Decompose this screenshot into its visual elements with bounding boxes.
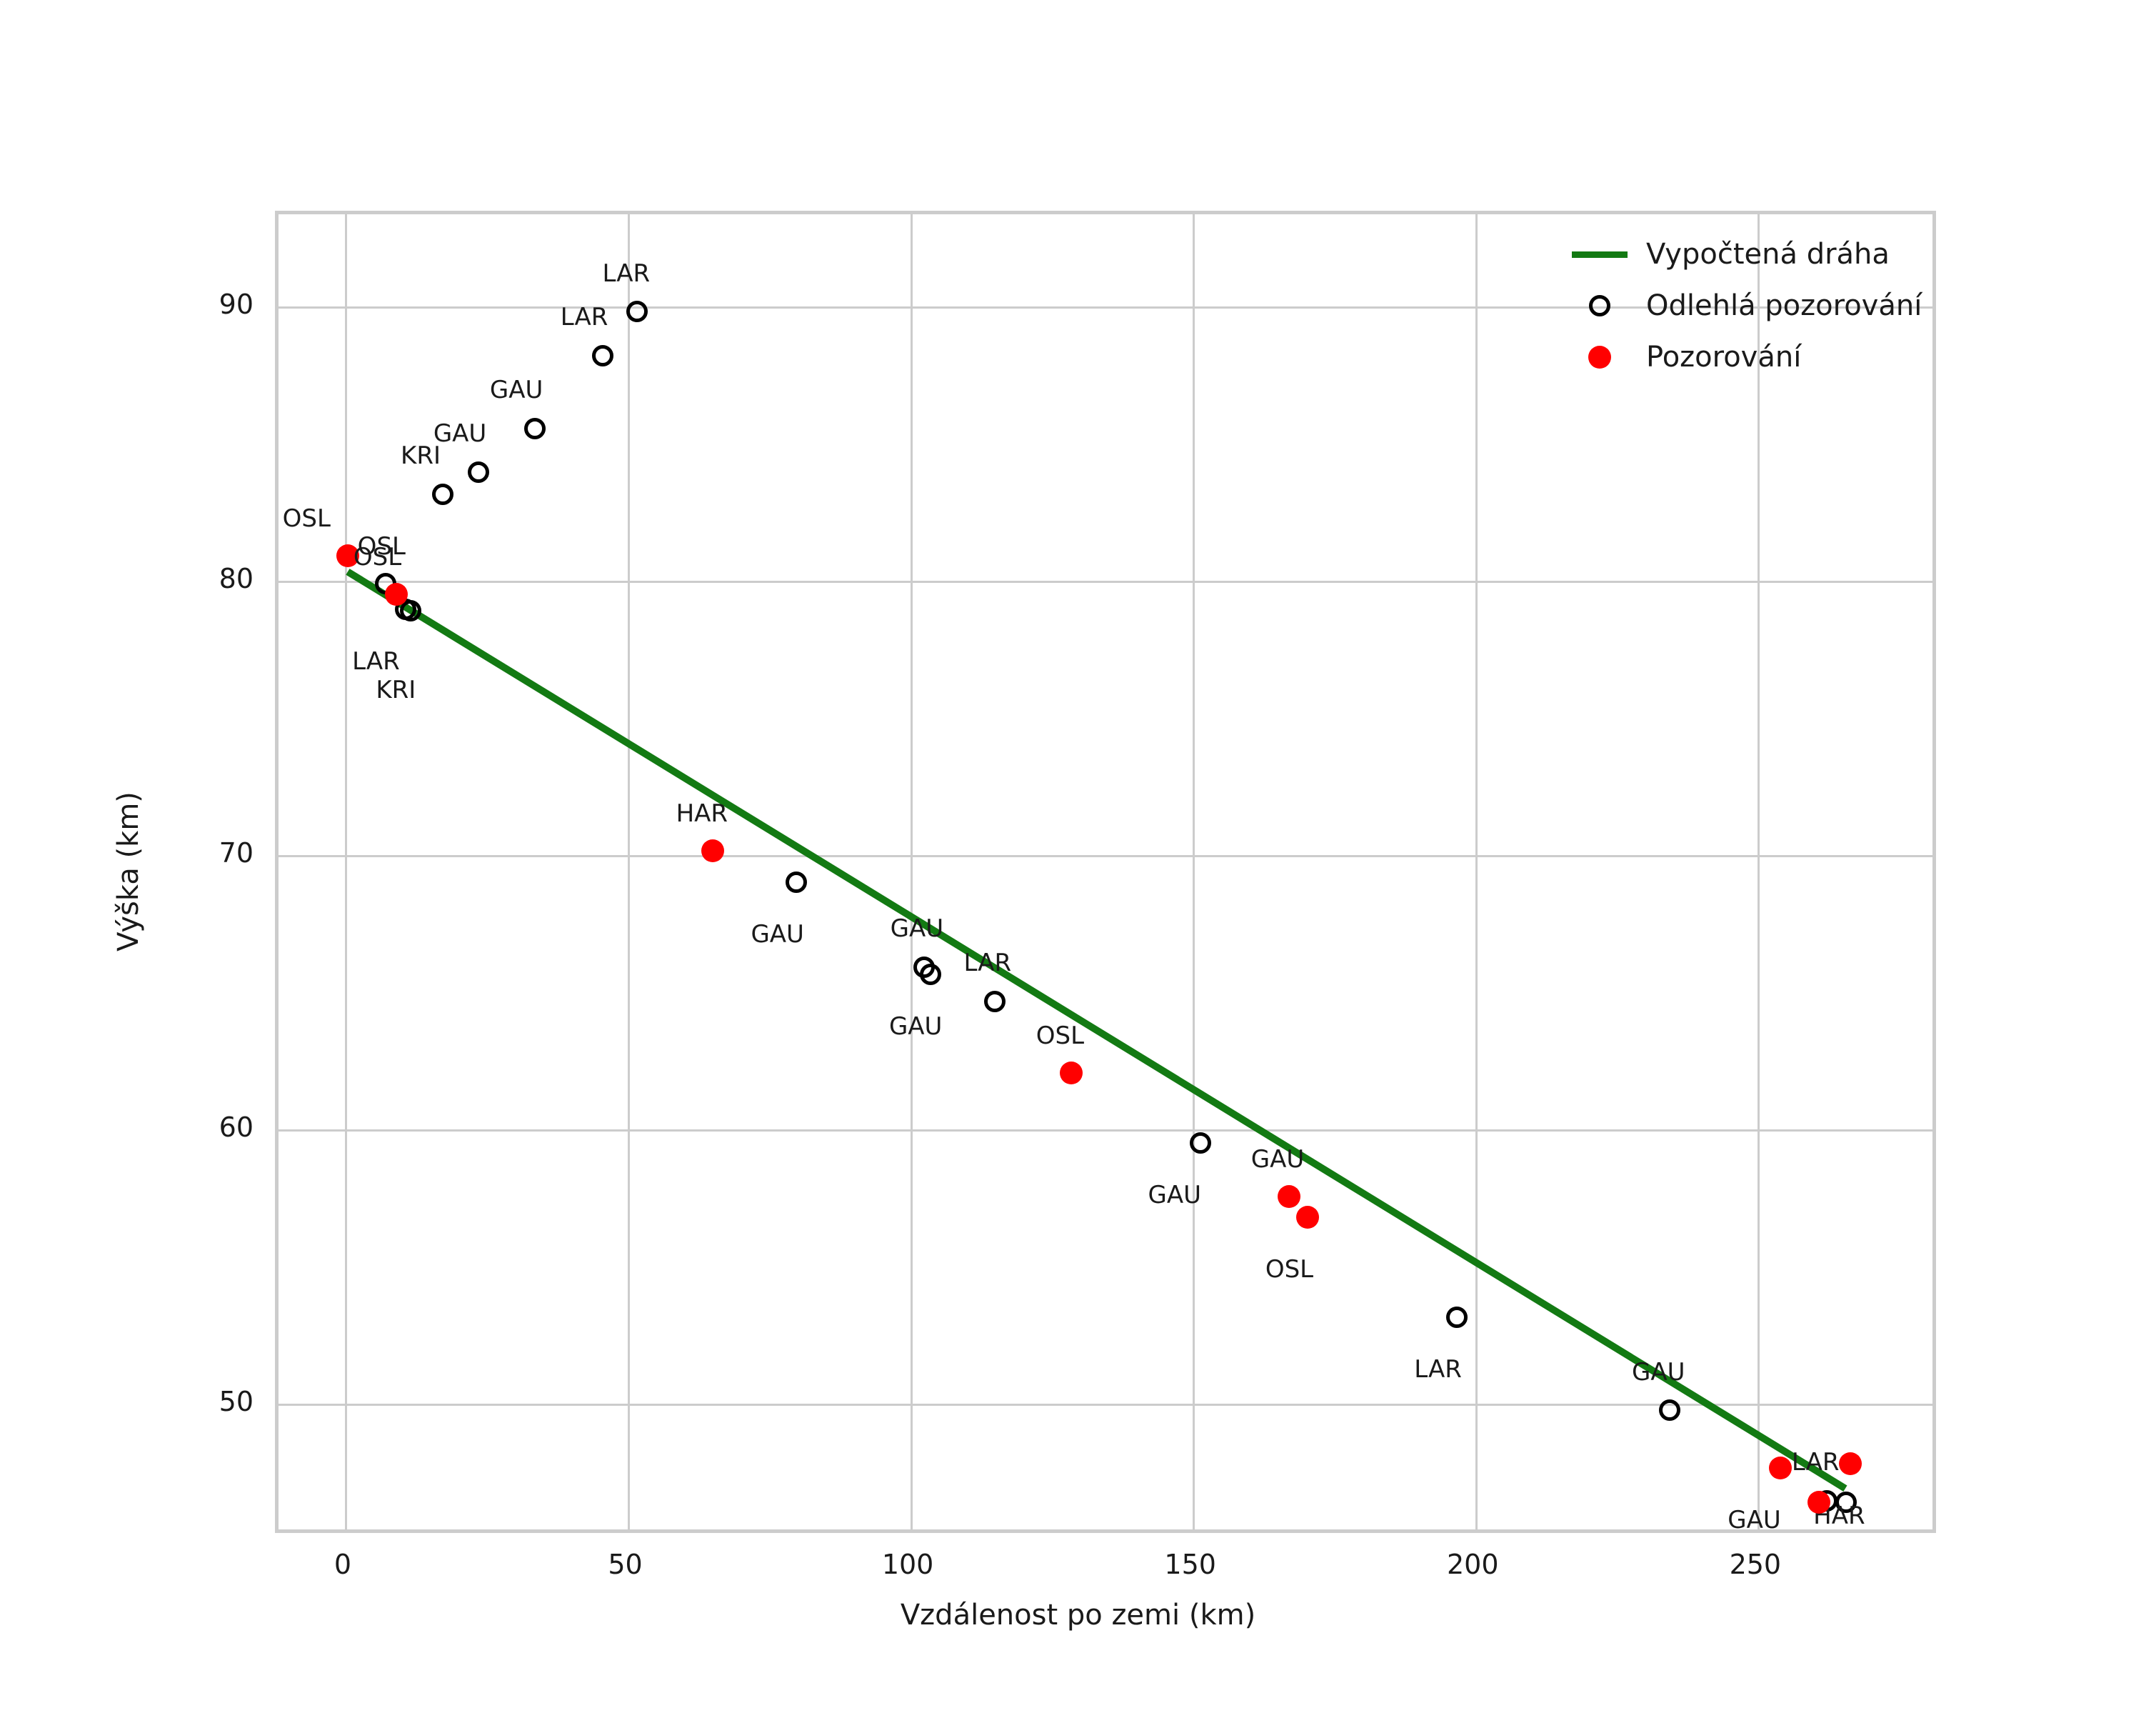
data-point-label: KRI xyxy=(376,676,416,705)
data-point-label: LAR xyxy=(963,949,1012,978)
data-point-label: LAR xyxy=(1791,1448,1840,1477)
legend-line-icon xyxy=(1553,251,1646,258)
legend-label-observations: Pozorování xyxy=(1646,341,1802,374)
gridline-vertical xyxy=(1193,214,1195,1529)
data-point-label: OSL xyxy=(1265,1254,1314,1284)
data-point-outlier[interactable] xyxy=(1835,1491,1857,1513)
data-point-label: GAU xyxy=(1250,1144,1305,1174)
gridline-horizontal xyxy=(279,306,1932,309)
data-point-label: GAU xyxy=(751,920,804,949)
gridline-vertical xyxy=(1475,214,1478,1529)
legend-label-trajectory: Vypočtená dráha xyxy=(1646,238,1890,271)
gridline-horizontal xyxy=(279,855,1932,858)
data-point-outlier[interactable] xyxy=(400,599,422,621)
data-point-label: KRI xyxy=(401,441,441,470)
legend-label-outliers: Odlehlá pozorování xyxy=(1646,289,1922,322)
gridline-vertical xyxy=(1758,214,1760,1529)
data-point-outlier[interactable] xyxy=(592,344,614,366)
data-point-observation[interactable] xyxy=(1277,1184,1300,1208)
data-point-observation[interactable] xyxy=(701,839,725,862)
data-point-observation[interactable] xyxy=(1807,1490,1830,1514)
data-point-label: LAR xyxy=(352,646,400,676)
x-tick-label: 150 xyxy=(1164,1549,1216,1580)
data-point-observation[interactable] xyxy=(1838,1452,1862,1476)
data-point-outlier[interactable] xyxy=(1190,1132,1212,1154)
x-axis-label: Vzdálenost po zemi (km) xyxy=(900,1599,1256,1632)
gridline-horizontal xyxy=(279,581,1932,584)
legend-item-outliers[interactable]: Odlehlá pozorování xyxy=(1553,280,1925,331)
data-point-label: HAR xyxy=(676,799,728,829)
legend-item-trajectory[interactable]: Vypočtená dráha xyxy=(1553,229,1925,280)
gridline-vertical xyxy=(345,214,348,1529)
data-point-label: LAR xyxy=(1414,1354,1462,1384)
gridline-horizontal xyxy=(279,1404,1932,1407)
data-point-outlier[interactable] xyxy=(984,991,1006,1013)
trajectory-line xyxy=(346,569,1847,1492)
data-point-label: GAU xyxy=(1728,1505,1781,1529)
y-tick-label: 60 xyxy=(219,1111,254,1143)
x-tick-label: 200 xyxy=(1446,1549,1499,1580)
data-point-label: GAU xyxy=(1631,1357,1685,1387)
data-point-outlier[interactable] xyxy=(524,417,546,439)
data-point-label: OSL xyxy=(1036,1022,1085,1051)
x-tick-label: 100 xyxy=(881,1549,934,1580)
data-point-observation[interactable] xyxy=(1296,1205,1320,1229)
data-point-outlier[interactable] xyxy=(1445,1306,1468,1328)
x-tick-label: 50 xyxy=(608,1549,643,1580)
data-point-outlier[interactable] xyxy=(626,301,648,323)
data-point-observation[interactable] xyxy=(384,582,408,606)
data-point-label: OSL xyxy=(357,531,406,561)
legend-item-observations[interactable]: Pozorování xyxy=(1553,331,1925,383)
data-point-label: GAU xyxy=(489,375,543,404)
y-tick-label: 80 xyxy=(219,562,254,594)
data-point-label: GAU xyxy=(1148,1180,1202,1209)
data-point-outlier[interactable] xyxy=(919,963,941,985)
plot-inner: LAR LAR GAU GAU KRI OSL LAR KRI GAU GAU GAU LAR GAU L… xyxy=(279,214,1932,1529)
data-point-label: GAU xyxy=(433,419,487,449)
data-point-label: OSL xyxy=(282,504,331,534)
x-tick-label: 0 xyxy=(334,1549,352,1580)
y-tick-label: 70 xyxy=(219,836,254,869)
gridline-horizontal xyxy=(279,1129,1932,1132)
data-point-observation[interactable] xyxy=(1768,1456,1792,1479)
data-point-observation[interactable] xyxy=(336,544,359,568)
gridline-vertical xyxy=(628,214,631,1529)
data-point-observation[interactable] xyxy=(1059,1061,1083,1084)
data-point-label: LAR xyxy=(602,259,651,288)
data-point-label: OSL xyxy=(353,543,402,572)
gridline-vertical xyxy=(910,214,913,1529)
legend-open-circle-icon xyxy=(1553,295,1646,316)
data-point-label: GAU xyxy=(890,914,944,944)
legend-filled-circle-icon xyxy=(1553,346,1646,369)
trajectory-line-overlay xyxy=(346,569,1847,1492)
data-point-outlier[interactable] xyxy=(468,461,490,483)
y-tick-label: 90 xyxy=(219,288,254,320)
data-point-outlier[interactable] xyxy=(432,483,454,505)
data-point-outlier[interactable] xyxy=(785,872,807,894)
data-point-outlier[interactable] xyxy=(1658,1399,1680,1422)
y-axis-label: Výška (km) xyxy=(112,791,145,952)
x-tick-label: 250 xyxy=(1729,1549,1782,1580)
chart-legend: Vypočtená dráha Odlehlá pozorování Pozor… xyxy=(1553,229,1925,383)
y-tick-label: 50 xyxy=(219,1385,254,1417)
data-point-label: LAR xyxy=(560,303,608,331)
plot-area: LAR LAR GAU GAU KRI OSL LAR KRI GAU GAU GAU LAR GAU L… xyxy=(275,211,1936,1533)
data-point-label: GAU xyxy=(888,1012,943,1041)
